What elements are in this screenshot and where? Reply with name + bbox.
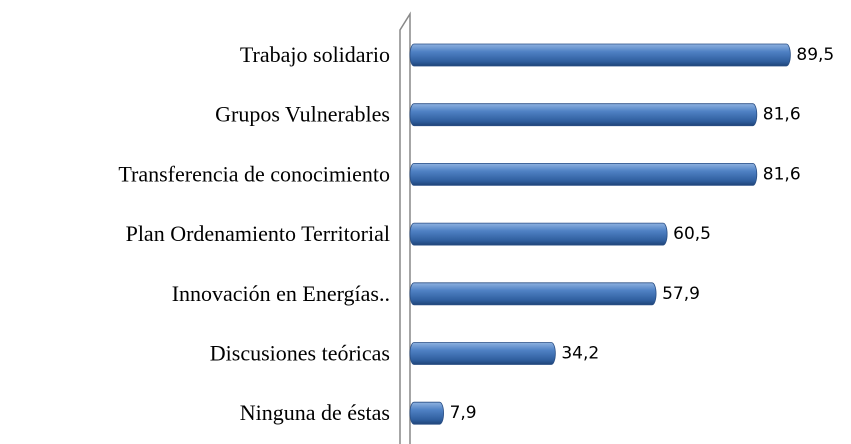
- bar: [409, 282, 657, 306]
- value-label: 81,6: [763, 164, 801, 184]
- value-label: 7,9: [450, 403, 477, 423]
- value-label: 34,2: [561, 344, 599, 364]
- bar: [409, 43, 791, 67]
- value-label: 81,6: [763, 105, 801, 125]
- value-label: 60,5: [673, 224, 711, 244]
- category-label: Trabajo solidario: [240, 42, 390, 67]
- category-label: Grupos Vulnerables: [215, 102, 390, 127]
- bar: [409, 222, 668, 246]
- value-label: 57,9: [662, 284, 700, 304]
- bar: [409, 401, 444, 425]
- bar: [409, 103, 758, 127]
- value-label: 89,5: [796, 45, 834, 65]
- category-label: Plan Ordenamiento Territorial: [126, 221, 390, 246]
- category-label: Discusiones teóricas: [210, 341, 390, 366]
- bar: [409, 162, 758, 186]
- category-label: Innovación en Energías..: [172, 281, 390, 306]
- axis-wall: [399, 11, 411, 444]
- category-label: Transferencia de conocimiento: [118, 161, 390, 186]
- bar: [409, 342, 556, 365]
- category-label: Ninguna de éstas: [240, 400, 390, 425]
